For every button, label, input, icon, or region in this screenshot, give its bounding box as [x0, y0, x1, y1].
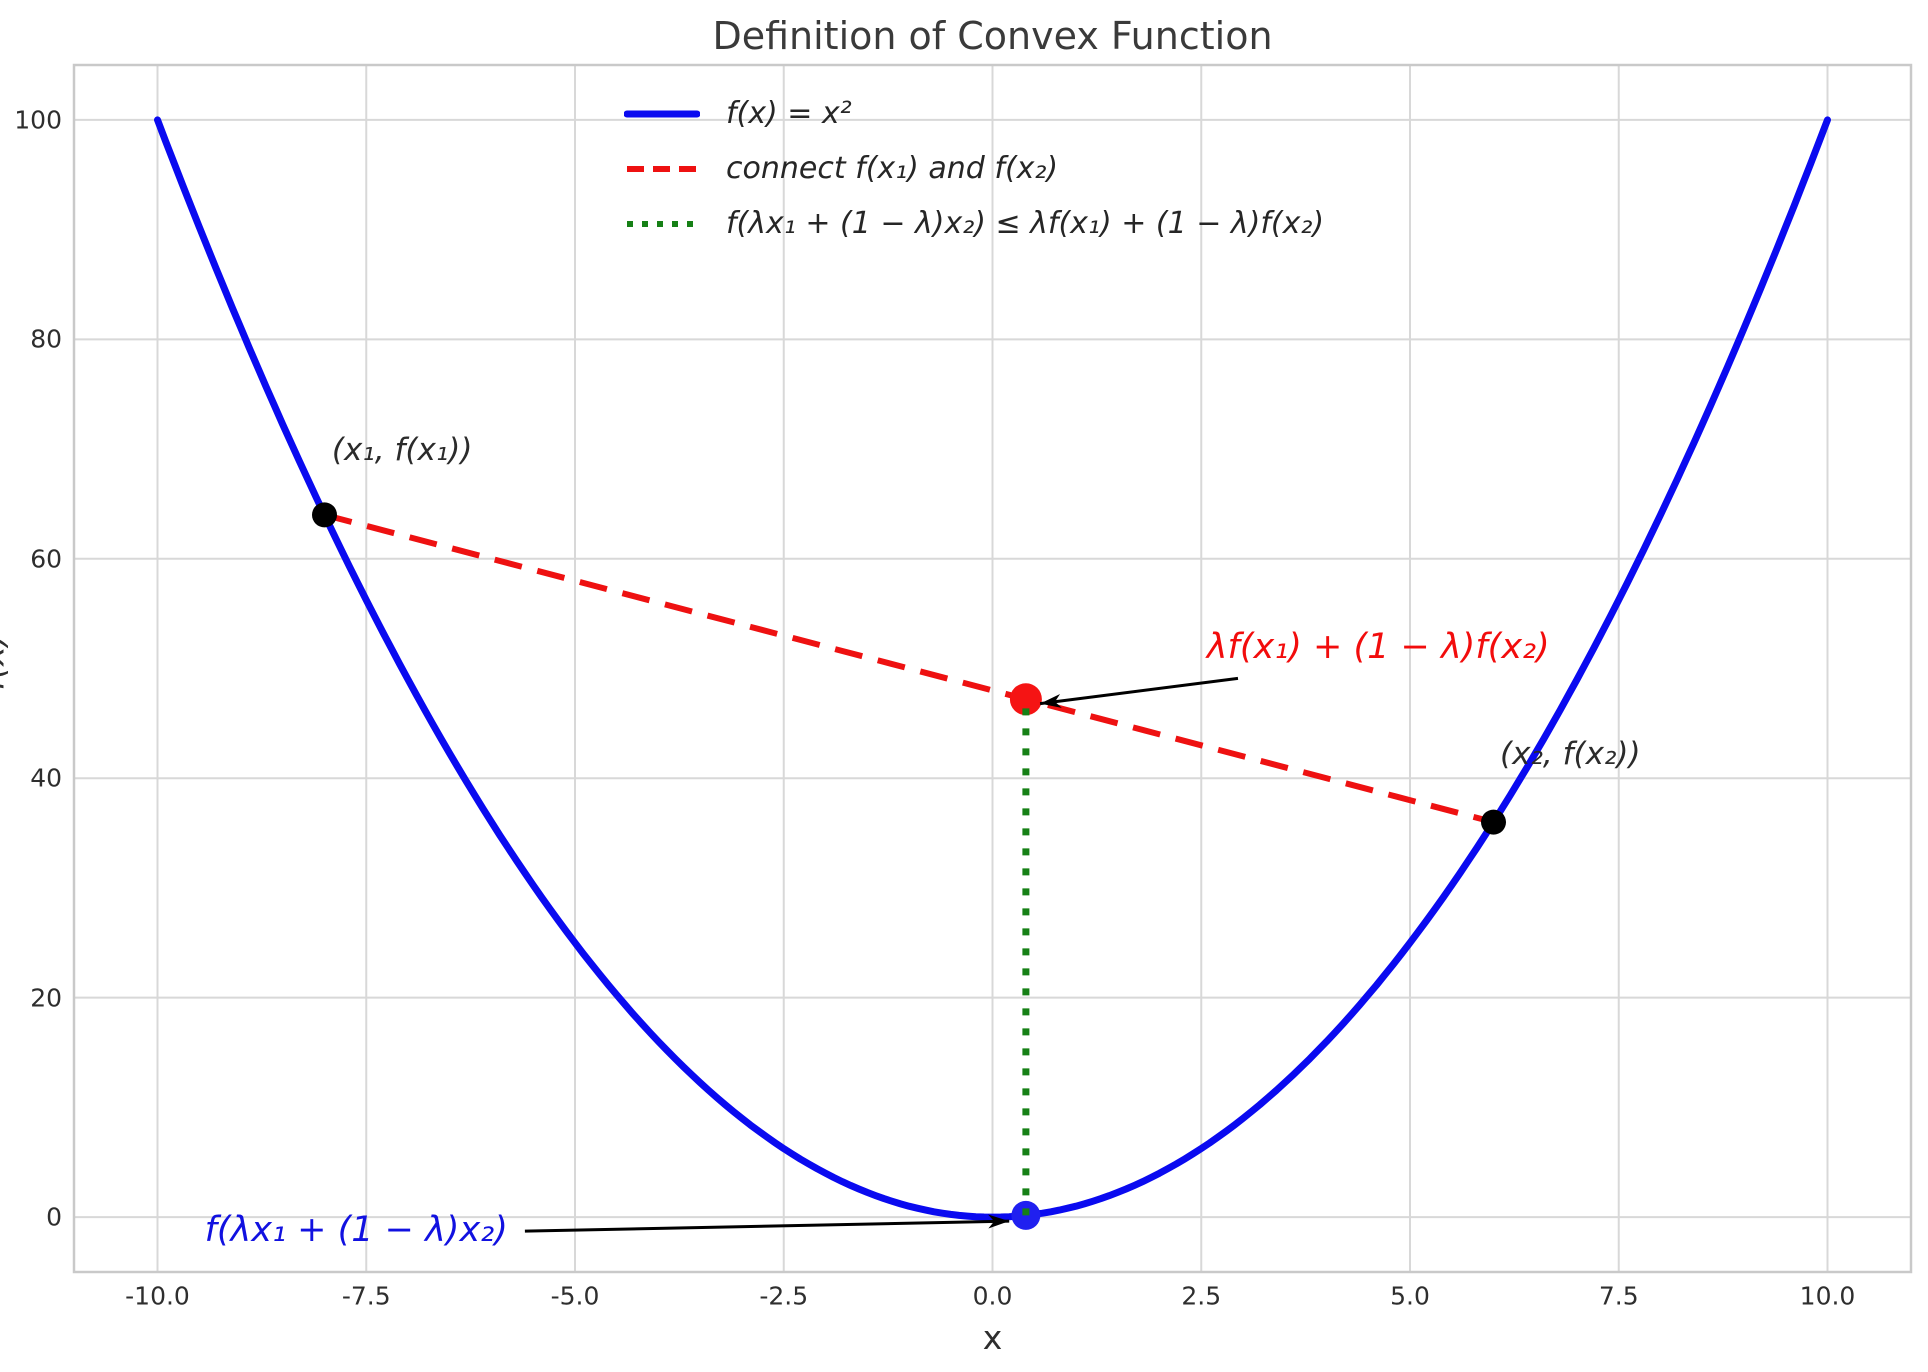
- x-tick-label-2.5: 2.5: [1181, 1281, 1222, 1311]
- x-tick-label--7.5: -7.5: [341, 1281, 391, 1311]
- legend: f(x) = x² connect f(x₁) and f(x₂) f(λx₁ + …: [624, 86, 1324, 251]
- legend-marker-dotted-icon: [627, 220, 697, 227]
- data-point-2: [1481, 809, 1506, 835]
- point-label-2: (x₂, f(x₂)): [1500, 736, 1641, 773]
- annotation-label-1: λf(x₁) + (1 − λ)f(x₂): [1206, 626, 1550, 667]
- legend-entry-1: f(x) = x²: [624, 86, 1324, 141]
- x-tick-label-10.0: 10.0: [1799, 1281, 1856, 1311]
- legend-marker-dashed-icon: [627, 165, 697, 172]
- x-tick-label--5.0: -5.0: [550, 1281, 600, 1311]
- data-point-1: [312, 502, 337, 528]
- x-tick-label--2.5: -2.5: [759, 1281, 809, 1311]
- chart-title: Definition of Convex Function: [712, 14, 1273, 58]
- y-tick-label-0: 0: [46, 1202, 62, 1232]
- y-axis-label: f(x): [0, 633, 12, 691]
- annotation-arrow-2: [524, 1214, 1010, 1233]
- legend-label-2: connect f(x₁) and f(x₂): [726, 151, 1059, 186]
- y-tick-label-100: 100: [14, 105, 62, 135]
- annotation-label-2: f(λx₁ + (1 − λ)x₂): [204, 1210, 508, 1251]
- y-tick-label-80: 80: [30, 324, 62, 354]
- legend-label-1: f(x) = x²: [726, 96, 852, 131]
- chord-line: [323, 511, 1495, 826]
- data-point-3: [1009, 683, 1042, 716]
- legend-label-3: f(λx₁ + (1 − λ)x₂) ≤ λf(x₁) + (1 − λ)f(x…: [726, 206, 1325, 241]
- x-axis-label: x: [982, 1318, 1003, 1357]
- legend-marker-solid-icon: [624, 110, 700, 117]
- annotation-arrow-1: [1039, 676, 1239, 708]
- legend-entry-3: f(λx₁ + (1 − λ)x₂) ≤ λf(x₁) + (1 − λ)f(x…: [624, 196, 1324, 251]
- x-tick-label-5.0: 5.0: [1390, 1281, 1430, 1311]
- x-tick-label-7.5: 7.5: [1598, 1281, 1639, 1311]
- y-tick-label-20: 20: [30, 983, 62, 1013]
- y-tick-label-40: 40: [30, 763, 62, 793]
- x-tick-label--10.0: -10.0: [125, 1281, 190, 1311]
- plot-spines: [72, 63, 1913, 1274]
- legend-entry-2: connect f(x₁) and f(x₂): [624, 141, 1324, 196]
- point-label-1: (x₁, f(x₁)): [331, 432, 473, 469]
- x-tick-label-0.0: 0.0: [972, 1281, 1013, 1311]
- y-tick-label-60: 60: [30, 544, 62, 574]
